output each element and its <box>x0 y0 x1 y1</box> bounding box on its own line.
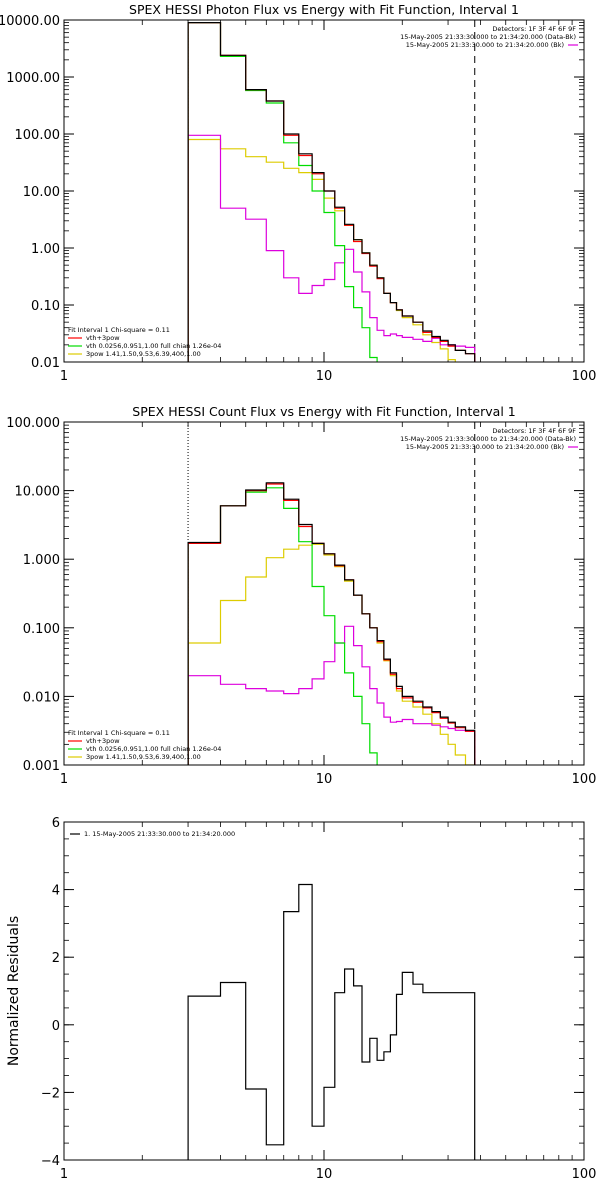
legend-title: Fit Interval 1 Chi-square = 0.11 <box>68 729 170 737</box>
series-line-5 <box>187 625 476 765</box>
chart-1: SPEX HESSI Photon Flux vs Energy with Fi… <box>0 2 597 384</box>
y-tick-label: 0 <box>52 1019 60 1034</box>
legend-label: 3pow 1.41,1.50,9.53,6.39,400,1.00 <box>86 753 201 761</box>
header-line: 15-May-2005 21:33:30.000 to 21:34:20.000… <box>400 33 576 41</box>
chart-3: 1 10 100 −4 −2 0 2 4 6 Normalized Residuals 1. 15-… <box>6 816 597 1182</box>
x-tick-label: 100 <box>572 1167 597 1182</box>
y-tick-label: 0.01 <box>31 356 60 371</box>
y-tick-label: 0.10 <box>31 299 60 314</box>
series-line-1 <box>187 883 476 1160</box>
header-line: 15-May-2005 21:33:30.000 to 21:34:20.000… <box>406 443 564 451</box>
series-line-4 <box>187 543 476 765</box>
y-tick-label: 10000.00 <box>0 14 60 29</box>
series-line-1 <box>187 482 476 765</box>
y-tick-label: 1.00 <box>31 242 60 257</box>
x-minor-ticks <box>141 822 573 1160</box>
y-tick-label: 4 <box>52 884 60 899</box>
y-tick-label: −2 <box>41 1086 60 1101</box>
series-line-2 <box>187 22 476 362</box>
legend-label: vth 0.0256,0.951,1.00 full chian 1.26e-0… <box>86 745 221 753</box>
header-line: Detectors: 1F 3F 4F 6F 9F <box>492 427 576 435</box>
plot-frame <box>63 19 585 363</box>
y-tick-label: 6 <box>52 816 60 831</box>
x-tick-label: 10 <box>316 772 333 787</box>
series-line-1 <box>187 22 476 362</box>
y-axis-label: Normalized Residuals <box>6 916 22 1066</box>
legend-title: Fit Interval 1 Chi-square = 0.11 <box>68 326 170 334</box>
x-tick-label: 100 <box>572 369 597 384</box>
legend-label: 3pow 1.41,1.50,9.53,6.39,400,1.00 <box>86 350 201 358</box>
header-line: 15-May-2005 21:33:30.000 to 21:34:20.000… <box>406 41 564 49</box>
x-tick-label: 1 <box>60 772 68 787</box>
y-minor-ticks <box>64 821 584 1161</box>
y-tick-label: 100.000 <box>6 416 60 431</box>
legend-label: vth+3pow <box>86 334 120 342</box>
header-line: 15-May-2005 21:33:30.000 to 21:34:20.000… <box>400 435 576 443</box>
plot-area <box>187 883 476 1160</box>
header-line: Detectors: 1F 3F 4F 6F 9F <box>492 25 576 33</box>
y-minor-ticks <box>64 22 584 346</box>
x-tick-label: 1 <box>60 1167 68 1182</box>
y-tick-label: 10.00 <box>23 185 60 200</box>
plot-area <box>187 22 476 362</box>
plot-frame <box>63 821 585 1161</box>
legend-label: vth+3pow <box>86 737 120 745</box>
series-line-5 <box>187 134 476 362</box>
x-tick-label: 1 <box>60 369 68 384</box>
y-tick-label: 10.000 <box>15 485 61 500</box>
plot-area <box>187 482 476 765</box>
y-tick-label: 0.001 <box>23 759 60 774</box>
series-line-3 <box>187 22 378 362</box>
y-tick-label: 2 <box>52 951 60 966</box>
y-tick-label: 1.000 <box>23 553 60 568</box>
x-minor-ticks <box>141 422 573 765</box>
y-tick-label: 0.100 <box>23 622 60 637</box>
x-tick-label: 10 <box>316 1167 333 1182</box>
y-tick-label: −4 <box>41 1154 60 1169</box>
x-tick-label: 10 <box>316 369 333 384</box>
chart-title: SPEX HESSI Photon Flux vs Energy with Fi… <box>129 2 519 17</box>
x-minor-ticks <box>141 20 573 362</box>
y-tick-label: 0.010 <box>23 690 60 705</box>
legend-label: 1. 15-May-2005 21:33:30.000 to 21:34:20.… <box>84 830 235 838</box>
y-minor-ticks <box>64 424 584 745</box>
legend-label: vth 0.0256,0.951,1.00 full chian 1.26e-0… <box>86 342 221 350</box>
chart-title: SPEX HESSI Count Flux vs Energy with Fit… <box>132 404 515 419</box>
plot-frame <box>63 421 585 766</box>
y-tick-label: 1000.00 <box>6 71 60 86</box>
chart-2: SPEX HESSI Count Flux vs Energy with Fit… <box>6 404 597 787</box>
y-tick-label: 100.00 <box>15 128 61 143</box>
x-tick-label: 100 <box>572 772 597 787</box>
